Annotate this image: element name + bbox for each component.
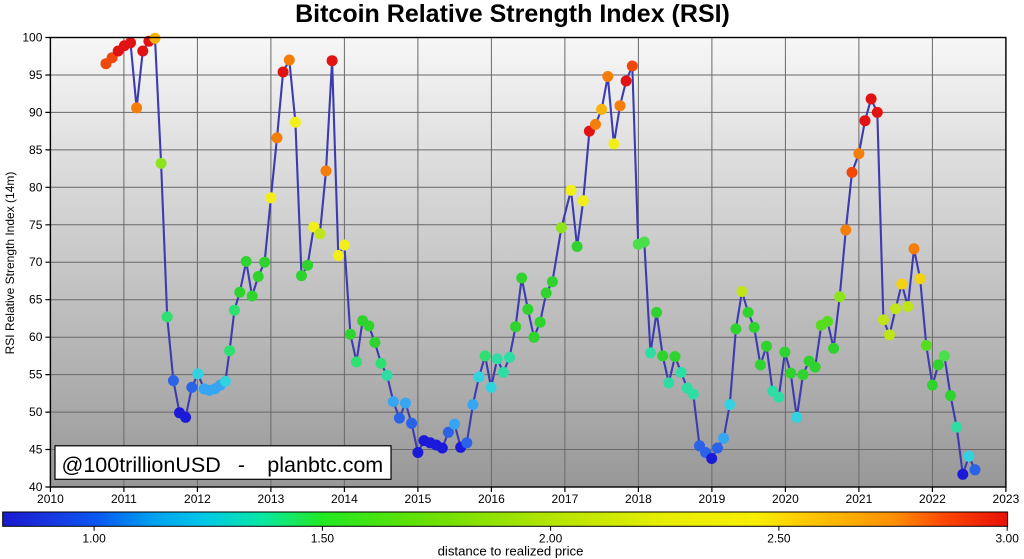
svg-text:2015: 2015 <box>405 492 432 506</box>
svg-text:100: 100 <box>22 31 42 45</box>
svg-text:2.50: 2.50 <box>767 532 791 546</box>
svg-text:2013: 2013 <box>258 492 285 506</box>
svg-text:65: 65 <box>29 293 43 307</box>
svg-text:40: 40 <box>29 480 43 494</box>
svg-text:Bitcoin Relative Strength Inde: Bitcoin Relative Strength Index (RSI) <box>295 0 730 28</box>
svg-text:2010: 2010 <box>37 492 64 506</box>
svg-text:-: - <box>238 453 245 477</box>
svg-text:3.00: 3.00 <box>996 532 1020 546</box>
svg-text:2017: 2017 <box>552 492 579 506</box>
svg-text:2023: 2023 <box>993 492 1020 506</box>
svg-text:45: 45 <box>29 443 43 457</box>
svg-text:2014: 2014 <box>331 492 358 506</box>
svg-text:80: 80 <box>29 180 43 194</box>
svg-text:2021: 2021 <box>846 492 873 506</box>
svg-text:70: 70 <box>29 255 43 269</box>
svg-text:2016: 2016 <box>478 492 505 506</box>
svg-text:90: 90 <box>29 105 43 119</box>
svg-text:75: 75 <box>29 218 43 232</box>
svg-text:@100trillionUSD: @100trillionUSD <box>62 453 221 477</box>
svg-text:2022: 2022 <box>919 492 946 506</box>
svg-text:50: 50 <box>29 405 43 419</box>
svg-text:2020: 2020 <box>772 492 799 506</box>
svg-text:55: 55 <box>29 368 43 382</box>
svg-text:1.50: 1.50 <box>311 532 335 546</box>
svg-text:distance to realized price: distance to realized price <box>438 544 584 559</box>
svg-text:2012: 2012 <box>184 492 211 506</box>
svg-text:planbtc.com: planbtc.com <box>267 453 383 477</box>
svg-text:RSI Relative Strength Index (1: RSI Relative Strength Index (14m) <box>3 172 17 355</box>
svg-text:2011: 2011 <box>111 492 137 506</box>
svg-text:60: 60 <box>29 330 43 344</box>
svg-text:95: 95 <box>29 68 43 82</box>
svg-text:2.00: 2.00 <box>539 532 563 546</box>
svg-text:85: 85 <box>29 143 43 157</box>
svg-text:1.00: 1.00 <box>82 532 106 546</box>
svg-text:2018: 2018 <box>625 492 652 506</box>
svg-text:2019: 2019 <box>699 492 726 506</box>
